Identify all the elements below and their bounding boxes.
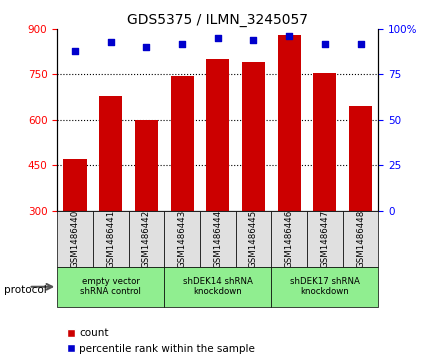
Bar bbox=[206, 59, 229, 211]
Text: GSM1486443: GSM1486443 bbox=[178, 209, 187, 268]
Bar bbox=[164, 211, 200, 267]
Point bbox=[72, 48, 79, 54]
Text: GSM1486440: GSM1486440 bbox=[70, 209, 80, 268]
Bar bbox=[343, 211, 378, 267]
Bar bbox=[63, 159, 87, 211]
Bar bbox=[128, 211, 164, 267]
Bar bbox=[313, 73, 337, 211]
Text: shDEK17 shRNA
knockdown: shDEK17 shRNA knockdown bbox=[290, 277, 360, 297]
Text: GSM1486446: GSM1486446 bbox=[285, 209, 293, 268]
Bar bbox=[164, 267, 271, 307]
Title: GDS5375 / ILMN_3245057: GDS5375 / ILMN_3245057 bbox=[127, 13, 308, 26]
Text: GSM1486445: GSM1486445 bbox=[249, 209, 258, 268]
Text: GSM1486441: GSM1486441 bbox=[106, 209, 115, 268]
Bar bbox=[93, 211, 128, 267]
Bar bbox=[57, 267, 164, 307]
Bar bbox=[278, 35, 301, 211]
Legend: count, percentile rank within the sample: count, percentile rank within the sample bbox=[62, 324, 259, 358]
Point bbox=[321, 41, 328, 46]
Text: shDEK14 shRNA
knockdown: shDEK14 shRNA knockdown bbox=[183, 277, 253, 297]
Bar bbox=[57, 211, 93, 267]
Bar bbox=[99, 95, 122, 211]
Point bbox=[214, 35, 221, 41]
Bar bbox=[242, 62, 265, 211]
Text: protocol: protocol bbox=[4, 285, 47, 295]
Bar bbox=[349, 106, 372, 211]
Bar bbox=[135, 120, 158, 211]
Text: GSM1486444: GSM1486444 bbox=[213, 209, 222, 268]
Text: GSM1486448: GSM1486448 bbox=[356, 209, 365, 268]
Text: empty vector
shRNA control: empty vector shRNA control bbox=[80, 277, 141, 297]
Bar bbox=[236, 211, 271, 267]
Bar bbox=[271, 211, 307, 267]
Bar bbox=[200, 211, 236, 267]
Text: GSM1486447: GSM1486447 bbox=[320, 209, 330, 268]
Bar bbox=[171, 76, 194, 211]
Point bbox=[286, 33, 293, 39]
Point bbox=[250, 37, 257, 43]
Point bbox=[143, 44, 150, 50]
Point bbox=[179, 41, 186, 46]
Point bbox=[107, 39, 114, 45]
Bar bbox=[307, 211, 343, 267]
Point bbox=[357, 41, 364, 46]
Text: GSM1486442: GSM1486442 bbox=[142, 209, 151, 268]
Bar bbox=[271, 267, 378, 307]
